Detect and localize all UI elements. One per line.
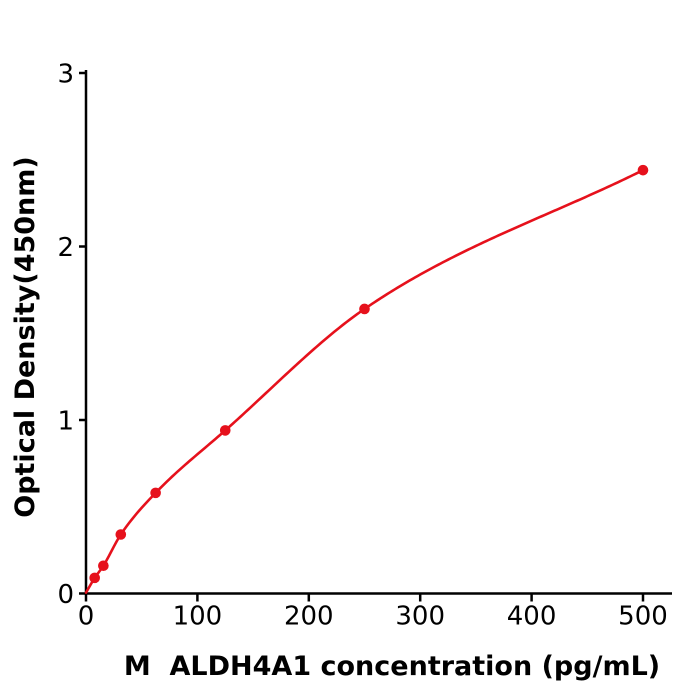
y-tick-label: 0 [57, 580, 74, 610]
fit-curve-line [84, 168, 645, 594]
data-point-marker [637, 164, 649, 176]
y-axis-title: Optical Density(450nm) [10, 156, 41, 518]
x-tick-label: 300 [395, 602, 445, 632]
y-tick-label: 2 [57, 233, 74, 263]
x-tick-label: 200 [284, 602, 334, 632]
x-tick-label: 0 [78, 602, 95, 632]
x-tick-label: 400 [507, 602, 557, 632]
data-point-marker [89, 572, 100, 584]
data-point-marker [98, 560, 109, 572]
data-point-marker [150, 487, 161, 499]
x-axis-title: M ALDH4A1 concentration (pg/mL) [123, 651, 661, 682]
y-tick-label: 1 [57, 407, 74, 437]
data-point-marker [219, 425, 231, 436]
x-tick-label: 100 [173, 602, 223, 632]
x-tick-label: 500 [618, 602, 668, 632]
data-point-marker [359, 303, 370, 315]
data-point-marker [115, 529, 127, 540]
y-tick-label: 3 [57, 60, 74, 90]
